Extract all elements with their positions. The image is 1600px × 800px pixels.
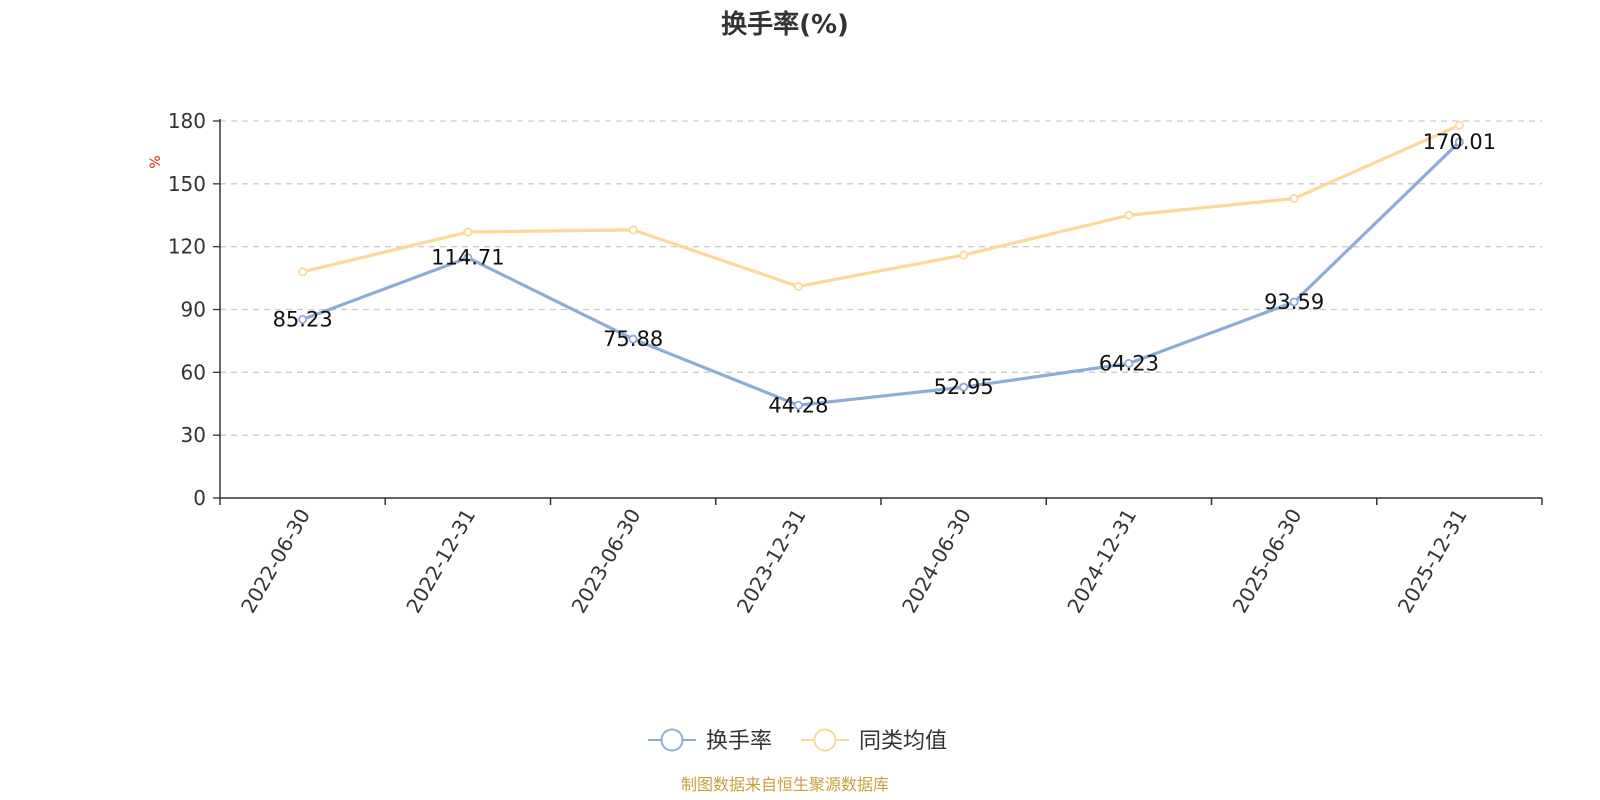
y-tick-label: 60	[181, 360, 206, 384]
y-tick-label: 180	[168, 109, 206, 133]
series-line-0	[302, 140, 1461, 407]
series-point-1[interactable]	[959, 250, 969, 260]
y-tick-label: 30	[181, 423, 206, 447]
data-label: 75.88	[603, 327, 663, 351]
series-point-0[interactable]	[793, 400, 803, 410]
series-point-1[interactable]	[628, 225, 638, 235]
data-label: 170.01	[1423, 130, 1496, 154]
series-point-0[interactable]	[1289, 297, 1299, 307]
series-point-1[interactable]	[298, 267, 308, 277]
x-tick-label: 2022-12-31	[401, 505, 480, 618]
data-label: 85.23	[273, 307, 333, 331]
x-tick-label: 2025-06-30	[1228, 505, 1307, 618]
data-label: 114.71	[431, 246, 504, 270]
y-tick-label: 90	[181, 298, 206, 322]
series-point-1[interactable]	[463, 227, 473, 237]
series-lines	[298, 120, 1464, 410]
x-tick-label: 2025-12-31	[1393, 505, 1472, 618]
x-tick-label: 2024-06-30	[897, 505, 976, 618]
data-label: 44.28	[768, 393, 828, 417]
chart-title: 换手率(%)	[721, 9, 849, 40]
y-tick-label: 0	[193, 486, 206, 510]
data-label: 64.23	[1099, 351, 1159, 375]
source-note: 制图数据来自恒生聚源数据库	[681, 775, 889, 794]
data-labels: 85.23 114.71 75.88 44.28 52.95 64.23 93.59 170.…	[273, 130, 1497, 417]
data-label: 52.95	[934, 375, 994, 399]
series-point-0[interactable]	[298, 314, 308, 324]
grid-lines	[220, 120, 1542, 436]
axes: 0 30 60 90 120 150 180 2022-06-30 2022-12-31 2023…	[168, 109, 1543, 618]
series-point-1[interactable]	[1124, 210, 1134, 220]
x-tick-label: 2023-06-30	[567, 505, 646, 618]
x-tick-label: 2024-12-31	[1062, 505, 1141, 618]
series-point-0[interactable]	[463, 253, 473, 263]
y-axis-unit-label: %	[148, 155, 164, 168]
legend-marker	[660, 728, 684, 752]
legend-item-0[interactable]: 换手率	[648, 728, 772, 754]
series-point-0[interactable]	[628, 334, 638, 344]
legend-label: 同类均值	[859, 729, 947, 754]
y-tick-label: 120	[168, 235, 206, 259]
series-point-0[interactable]	[1124, 358, 1134, 368]
data-label: 93.59	[1264, 290, 1324, 314]
series-point-1[interactable]	[1289, 193, 1299, 203]
legend-label: 换手率	[706, 729, 772, 754]
series-point-1[interactable]	[793, 281, 803, 291]
series-point-0[interactable]	[1454, 137, 1464, 147]
y-tick-label: 150	[168, 172, 206, 196]
series-line-1	[302, 123, 1461, 289]
legend-item-1[interactable]: 同类均值	[801, 728, 947, 754]
legend[interactable]: 换手率 同类均值	[648, 728, 947, 754]
x-tick-label: 2022-06-30	[236, 505, 315, 618]
legend-marker	[813, 728, 837, 752]
series-point-0[interactable]	[959, 382, 969, 392]
x-tick-label: 2023-12-31	[732, 505, 811, 618]
series-point-1[interactable]	[1454, 120, 1464, 130]
